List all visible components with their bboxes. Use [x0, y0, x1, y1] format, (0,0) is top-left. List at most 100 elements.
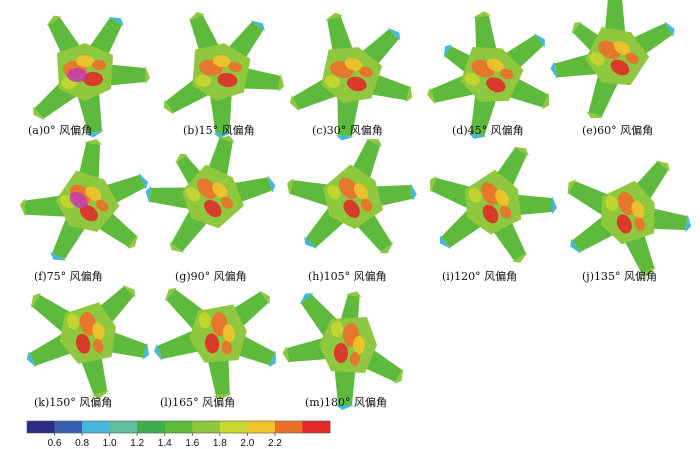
colorbar-swatch: [54, 421, 83, 433]
arm-tip: [639, 266, 657, 277]
hotspot: [212, 55, 231, 68]
hotspot: [195, 74, 212, 87]
hotspot: [75, 333, 91, 354]
colorbar-tick-label: 1.2: [130, 438, 144, 449]
pressure-contour: [26, 284, 149, 399]
arm-tip: [289, 95, 300, 112]
panel-a: (a)0° 风偏角: [28, 15, 150, 138]
hotspot: [196, 178, 218, 199]
hotspot: [217, 72, 238, 88]
arm-tip: [551, 195, 558, 215]
panel-caption: (j)135° 风偏角: [582, 269, 657, 283]
pressure-contour: [427, 11, 549, 139]
hotspot: [634, 217, 645, 231]
colorbar-swatch: [192, 421, 221, 433]
colorbar-tick-label: 2.0: [240, 438, 254, 449]
hotspot: [221, 340, 232, 355]
hotspot: [220, 196, 234, 209]
colorbar: 0.6 0.8 1.0 1.2 1.4 1.6 1.8 2.0 2.2: [26, 420, 331, 449]
panel-caption: (l)165° 风偏角: [160, 395, 235, 409]
panel-caption: (m)180° 风偏角: [305, 395, 387, 409]
arm-tip: [145, 65, 150, 85]
hotspot: [83, 72, 103, 86]
hotspot: [66, 313, 80, 330]
pressure-contour: [163, 12, 285, 139]
hotspot: [353, 183, 369, 200]
colorbar-swatch: [302, 421, 331, 433]
footprint-arm: [209, 90, 232, 134]
panel-caption: (d)45° 风偏角: [452, 123, 524, 137]
hotspot: [85, 186, 102, 202]
panel-b: (b)15° 风偏角: [163, 12, 285, 139]
colorbar-tick-label: 1.4: [158, 438, 172, 449]
arm-tip: [154, 343, 163, 362]
pressure-contour: [550, 0, 675, 119]
pressure-contour: [289, 12, 413, 141]
panel-caption: (f)75° 风偏角: [34, 269, 103, 283]
pressure-contour: [154, 287, 276, 400]
hotspot: [327, 184, 341, 200]
arm-tip: [541, 92, 549, 110]
arm-tip: [472, 11, 491, 18]
panel-k: (k)150° 风偏角: [26, 284, 149, 409]
panel-caption: (e)60° 风偏角: [582, 123, 653, 137]
arm-tip: [533, 33, 545, 48]
colorbar-frame: [26, 420, 331, 434]
hotspot: [631, 201, 645, 219]
arm-tip: [46, 15, 62, 26]
arm-tip: [258, 290, 270, 305]
arm-tip: [379, 242, 394, 254]
panel-i: (i)120° 风偏角: [429, 146, 558, 283]
hotspot: [343, 199, 360, 218]
arm-tip: [512, 252, 528, 263]
arm-tip: [586, 111, 604, 119]
panel-g: (g)90° 风偏角: [145, 136, 276, 283]
arm-tip: [282, 346, 290, 365]
hotspot: [616, 214, 632, 234]
colorbar-swatch: [137, 421, 166, 433]
hotspot: [344, 58, 363, 71]
panel-caption: (i)120° 风偏角: [442, 269, 517, 283]
arm-tip: [405, 84, 413, 103]
pressure-contour: [33, 15, 150, 138]
arm-tip: [213, 393, 232, 400]
pressure-contour: [19, 138, 148, 261]
colorbar-tick-label: 1.0: [103, 438, 117, 449]
colorbar-tick-label: 0.8: [75, 438, 89, 449]
hotspot: [486, 58, 504, 72]
hotspot: [353, 336, 365, 354]
hotspot: [222, 324, 235, 343]
arm-tip: [187, 12, 205, 22]
arm-tip: [346, 291, 362, 298]
panel-grid: (a)0° 风偏角 (b)15° 风偏角 (c)30° 风偏角 (d)45° 风偏角 (…: [19, 0, 692, 410]
hotspot: [618, 191, 636, 215]
hotspot: [228, 61, 243, 72]
panel-m: (m)180° 风偏角: [282, 291, 404, 410]
colorbar-swatch: [274, 421, 303, 433]
footprint-arm: [337, 92, 360, 137]
hotspot: [334, 343, 348, 363]
arm-tip: [410, 182, 417, 201]
hotspot: [605, 195, 618, 212]
colorbar-swatch: [27, 421, 55, 433]
arm-tip: [335, 134, 355, 141]
hotspot: [350, 352, 360, 366]
hotspot: [610, 59, 630, 76]
panel-caption: (b)15° 风偏角: [183, 123, 255, 137]
arm-tip: [213, 132, 232, 139]
arm-tip: [513, 146, 529, 156]
arm-tip: [335, 405, 355, 410]
footprint-arm: [470, 91, 498, 137]
colorbar-swatch: [82, 421, 110, 433]
pressure-contour: [282, 291, 404, 410]
hotspot: [500, 68, 514, 80]
arm-tip: [365, 139, 383, 147]
hotspot: [205, 333, 220, 354]
arm-tip: [138, 172, 148, 190]
pressure-contour: [429, 146, 558, 263]
arm-tip: [217, 136, 235, 143]
hotspot: [324, 75, 341, 88]
colorbar-tick-label: 2.2: [268, 438, 282, 449]
arm-tip: [325, 12, 343, 21]
